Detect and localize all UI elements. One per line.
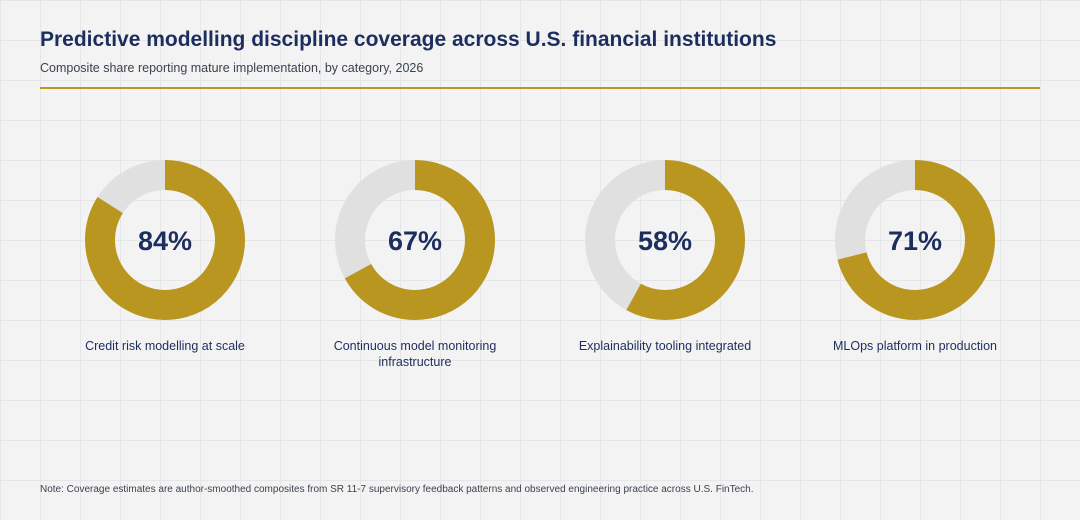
chart-title: Predictive modelling discipline coverage… — [40, 28, 777, 51]
category-label-mlops: MLOps platform in production — [833, 339, 997, 353]
donut-4: 71% — [835, 160, 995, 320]
donut-value-label: 67% — [388, 226, 442, 256]
donut-value-arc — [835, 160, 995, 320]
category-label-explainability: Explainability tooling integrated — [578, 339, 752, 353]
donut-value-arc — [585, 160, 745, 320]
donut-value-label: 58% — [638, 226, 692, 256]
category-label-model-monitoring: Continuous model monitoring infrastructu… — [333, 339, 497, 369]
category-label-credit-risk: Credit risk modelling at scale — [85, 339, 245, 353]
donut-value-arc — [335, 160, 495, 320]
donut-3: 58% — [585, 160, 745, 320]
title-divider — [40, 87, 1040, 89]
donut-value-label: 84% — [138, 226, 192, 256]
footnote: Note: Coverage estimates are author-smoo… — [40, 484, 754, 495]
donut-2: 67% — [335, 160, 495, 320]
donut-value-label: 71% — [888, 226, 942, 256]
donut-value-arc — [85, 160, 245, 320]
donut-1: 84% — [85, 160, 245, 320]
chart-subtitle: Composite share reporting mature impleme… — [40, 61, 424, 75]
